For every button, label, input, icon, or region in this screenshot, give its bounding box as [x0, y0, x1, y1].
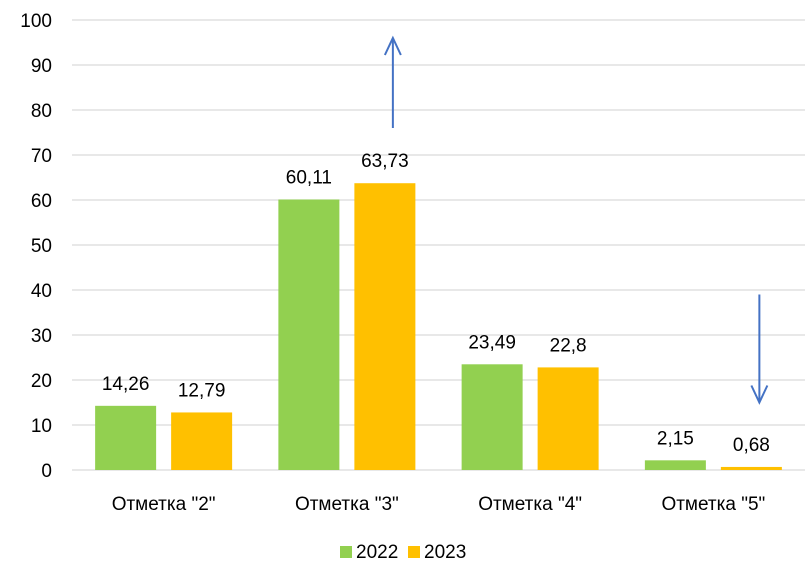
bar-2022-2 — [278, 199, 340, 470]
y-tick-label: 100 — [20, 11, 52, 32]
y-tick-label: 20 — [31, 371, 52, 392]
y-tick-label: 40 — [31, 281, 52, 302]
bar-2023-3 — [537, 367, 599, 470]
gridlines — [72, 19, 805, 471]
data-label: 60,11 — [286, 168, 332, 189]
legend: 2022 2023 — [340, 542, 466, 563]
data-label: 23,49 — [468, 332, 516, 353]
y-axis-ticks: 0 10 20 30 40 50 60 70 80 90 100 — [20, 11, 52, 482]
y-tick-label: 50 — [31, 236, 52, 257]
annotations — [383, 35, 769, 405]
x-category-label: Отметка "5" — [661, 494, 765, 515]
y-tick-label: 10 — [31, 416, 52, 437]
data-labels: 14,26 12,79 60,11 63,73 23,49 22,8 2,15 0,68 — [102, 151, 770, 456]
bars — [95, 183, 782, 470]
x-category-label: Отметка "4" — [478, 494, 582, 515]
bar-2023-2 — [354, 183, 416, 470]
x-category-label: Отметка "2" — [112, 494, 216, 515]
legend-swatch — [340, 546, 352, 558]
bar-2022-3 — [461, 364, 523, 470]
data-label: 14,26 — [102, 374, 150, 395]
arrow-down-icon — [750, 294, 769, 405]
data-label: 0,68 — [733, 435, 770, 456]
legend-swatch — [408, 546, 420, 558]
bar-2023-4 — [720, 466, 782, 470]
legend-label: 2022 — [356, 542, 398, 563]
bar-2022-4 — [644, 460, 706, 470]
data-label: 2,15 — [657, 428, 694, 449]
y-tick-label: 0 — [41, 461, 52, 482]
data-label: 22,8 — [550, 335, 587, 356]
y-tick-label: 60 — [31, 191, 52, 212]
x-axis-categories: Отметка "2" Отметка "3" Отметка "4" Отметка… — [112, 494, 766, 515]
data-label: 12,79 — [178, 380, 226, 401]
x-category-label: Отметка "3" — [295, 494, 399, 515]
data-label: 63,73 — [361, 151, 409, 172]
legend-label: 2023 — [424, 542, 466, 563]
y-tick-label: 70 — [31, 146, 52, 167]
y-tick-label: 90 — [31, 56, 52, 77]
y-tick-label: 30 — [31, 326, 52, 347]
bar-2023-1 — [171, 412, 233, 470]
bar-2022-1 — [95, 405, 157, 470]
arrow-up-icon — [383, 35, 402, 128]
y-tick-label: 80 — [31, 101, 52, 122]
